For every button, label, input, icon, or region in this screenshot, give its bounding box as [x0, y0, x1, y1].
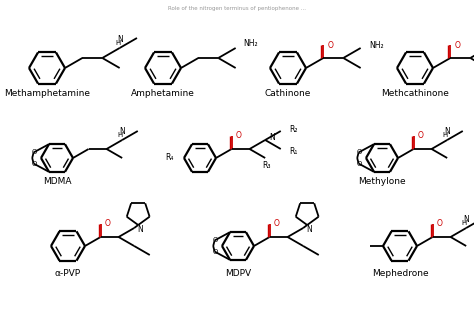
Text: Amphetamine: Amphetamine: [131, 88, 195, 97]
Text: Cathinone: Cathinone: [265, 88, 311, 97]
Text: Methamphetamine: Methamphetamine: [4, 88, 90, 97]
Text: O: O: [32, 150, 37, 156]
Text: O: O: [418, 131, 424, 140]
Text: O: O: [105, 219, 110, 228]
Text: O: O: [455, 41, 460, 49]
Text: N: N: [119, 126, 125, 135]
Text: R₄: R₄: [165, 154, 174, 163]
Text: α-PVP: α-PVP: [55, 269, 81, 279]
Text: MDPV: MDPV: [225, 269, 251, 279]
Text: N: N: [306, 224, 312, 234]
Text: O: O: [213, 249, 219, 255]
Text: MDMA: MDMA: [43, 177, 71, 186]
Text: O: O: [273, 219, 280, 228]
Text: Role of the nitrogen terminus of pentiophenone ...: Role of the nitrogen terminus of pentiop…: [168, 6, 306, 11]
Text: O: O: [328, 41, 333, 49]
Text: N: N: [137, 224, 143, 234]
Text: R₂: R₂: [289, 125, 297, 133]
Text: H: H: [115, 40, 120, 46]
Text: N: N: [444, 126, 450, 135]
Text: O: O: [357, 161, 362, 167]
Text: NH₂: NH₂: [370, 41, 384, 49]
Text: N: N: [463, 214, 469, 223]
Text: R₁: R₁: [289, 146, 297, 156]
Text: N: N: [117, 35, 122, 43]
Text: O: O: [236, 131, 242, 140]
Text: NH₂: NH₂: [244, 40, 258, 48]
Text: O: O: [213, 238, 219, 244]
Text: O: O: [357, 150, 362, 156]
Text: Mephedrone: Mephedrone: [372, 269, 428, 279]
Text: N: N: [269, 133, 275, 142]
Text: H: H: [462, 220, 467, 226]
Text: O: O: [32, 161, 37, 167]
Text: H: H: [443, 132, 448, 138]
Text: Methylone: Methylone: [358, 177, 406, 186]
Text: Methcathinone: Methcathinone: [381, 88, 449, 97]
Text: R₃: R₃: [262, 161, 271, 169]
Text: O: O: [437, 219, 443, 228]
Text: H: H: [118, 132, 123, 138]
